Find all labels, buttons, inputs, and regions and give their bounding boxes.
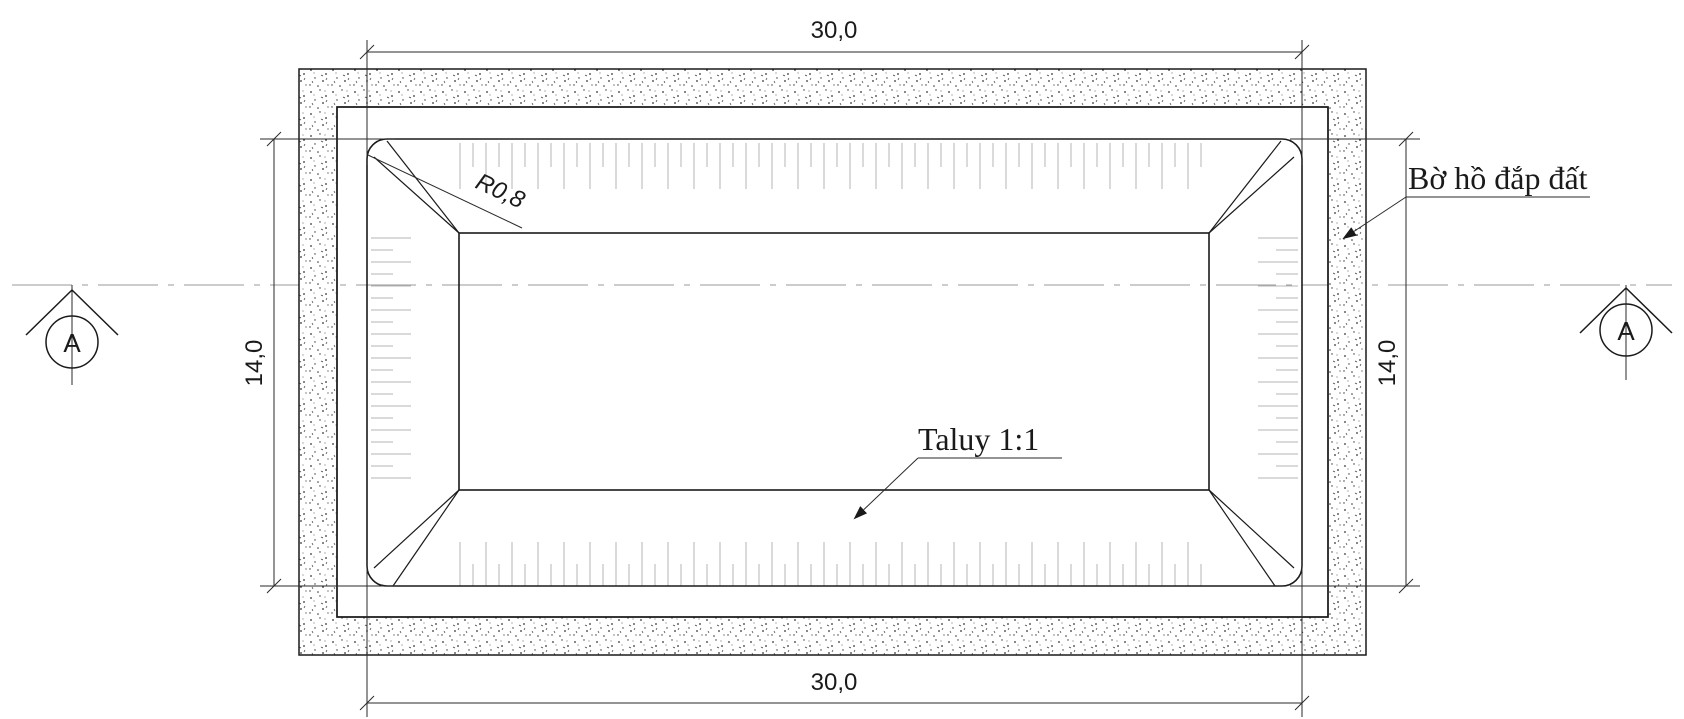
section-marker-left: A [25,285,119,385]
embankment-callout: Bờ hồ đắp đất [1342,160,1590,240]
dim-bottom-label: 30,0 [811,669,858,696]
dim-left-label: 14,0 [241,340,268,387]
embankment-label: Bờ hồ đắp đất [1408,160,1588,196]
dimension-right: 14,0 [1290,131,1420,594]
section-marker-right: A [1579,285,1673,380]
section-marker-right-label: A [1617,316,1635,346]
dimension-left: 14,0 [241,131,395,594]
slope-hatching [371,143,1298,586]
dimension-top: 30,0 [359,17,1310,165]
pond-top-edge [366,138,1303,587]
embankment-band [298,68,1367,656]
dim-right-label: 14,0 [1374,340,1401,387]
radius-callout: R0,8 [367,154,529,229]
section-marker-left-label: A [63,328,81,358]
slope-callout: Taluy 1:1 [853,421,1062,520]
dim-top-label: 30,0 [811,17,858,44]
dimension-bottom: 30,0 [359,560,1310,717]
slope-label: Taluy 1:1 [918,421,1039,457]
pond-bottom-edge [458,232,1210,491]
corner-slope-lines [373,140,1295,587]
radius-label: R0,8 [471,168,529,214]
